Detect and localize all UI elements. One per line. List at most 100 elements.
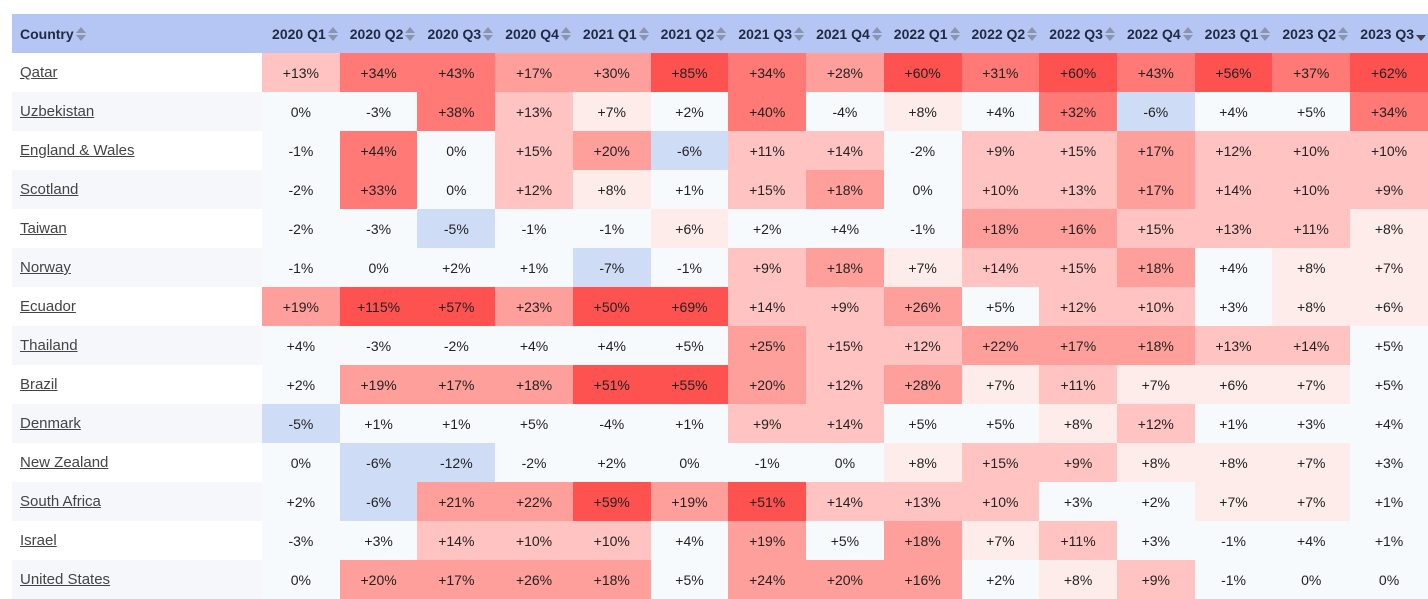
country-link[interactable]: Ecuador xyxy=(20,298,76,315)
column-header-2021-q1[interactable]: 2021 Q1 xyxy=(572,14,651,53)
value-cell: +12% xyxy=(1116,404,1195,443)
value-cell: -1% xyxy=(262,248,340,287)
value-cell: +2% xyxy=(961,560,1040,599)
value-cell: +5% xyxy=(1272,92,1351,131)
value-cell: +57% xyxy=(417,287,496,326)
value-cell: +13% xyxy=(495,92,573,131)
value-cell: +14% xyxy=(806,404,884,443)
sort-icon[interactable] xyxy=(638,27,649,42)
country-link[interactable]: Taiwan xyxy=(20,220,67,237)
value-cell: +15% xyxy=(1039,248,1117,287)
value-cell: +16% xyxy=(1039,209,1117,248)
column-header-2022-q4[interactable]: 2022 Q4 xyxy=(1116,14,1195,53)
country-link[interactable]: Thailand xyxy=(20,337,78,354)
value-cell: +3% xyxy=(339,521,418,560)
country-link[interactable]: England & Wales xyxy=(20,142,135,159)
column-header-2020-q1[interactable]: 2020 Q1 xyxy=(262,14,340,53)
value-cell: +7% xyxy=(883,248,962,287)
value-cell: -1% xyxy=(1194,521,1273,560)
value-cell: +13% xyxy=(883,482,962,521)
value-cell: +18% xyxy=(806,170,884,209)
value-cell: +11% xyxy=(1039,521,1117,560)
value-cell: +12% xyxy=(1194,131,1273,170)
value-cell: +17% xyxy=(417,560,496,599)
value-cell: +62% xyxy=(1350,53,1428,92)
value-cell: +17% xyxy=(417,365,496,404)
value-cell: +22% xyxy=(495,482,573,521)
sort-icon[interactable] xyxy=(1027,27,1038,42)
country-link[interactable]: Qatar xyxy=(20,64,58,81)
value-cell: +60% xyxy=(1039,53,1117,92)
value-cell: +19% xyxy=(262,287,340,326)
sort-icon[interactable] xyxy=(716,27,727,42)
column-header-label: 2021 Q3 xyxy=(738,26,793,43)
data-table-container: Country 2020 Q1 2020 Q2 2020 Q3 2020 Q4 2021… xyxy=(12,14,1428,599)
value-cell: +28% xyxy=(883,365,962,404)
value-cell: +33% xyxy=(339,170,418,209)
value-cell: +10% xyxy=(1272,170,1351,209)
value-cell: +18% xyxy=(806,248,884,287)
country-cell: England & Wales xyxy=(12,131,263,170)
country-cell: United States xyxy=(12,560,263,599)
value-cell: +12% xyxy=(495,170,573,209)
column-header-2022-q2[interactable]: 2022 Q2 xyxy=(961,14,1040,53)
column-header-2020-q4[interactable]: 2020 Q4 xyxy=(495,14,573,53)
column-header-2023-q1[interactable]: 2023 Q1 xyxy=(1194,14,1273,53)
sort-icon[interactable] xyxy=(1260,27,1271,42)
country-link[interactable]: Norway xyxy=(20,259,71,276)
value-cell: +10% xyxy=(572,521,651,560)
value-cell: +44% xyxy=(339,131,418,170)
sort-icon[interactable] xyxy=(405,27,416,42)
column-header-2020-q2[interactable]: 2020 Q2 xyxy=(339,14,418,53)
column-header-2022-q3[interactable]: 2022 Q3 xyxy=(1039,14,1117,53)
value-cell: +37% xyxy=(1272,53,1351,92)
sort-icon[interactable] xyxy=(1338,27,1349,42)
country-link[interactable]: Israel xyxy=(20,532,57,549)
country-link[interactable]: Denmark xyxy=(20,415,81,432)
sort-icon[interactable] xyxy=(75,27,86,42)
value-cell: +3% xyxy=(1039,482,1117,521)
column-header-country[interactable]: Country xyxy=(12,14,263,53)
country-link[interactable]: Brazil xyxy=(20,376,58,393)
value-cell: +56% xyxy=(1194,53,1273,92)
column-header-2021-q2[interactable]: 2021 Q2 xyxy=(650,14,729,53)
sort-icon[interactable] xyxy=(1104,27,1115,42)
country-link[interactable]: United States xyxy=(20,571,111,588)
value-cell: +2% xyxy=(417,248,496,287)
column-header-2023-q3[interactable]: 2023 Q3 xyxy=(1350,14,1428,53)
value-cell: +24% xyxy=(728,560,807,599)
value-cell: +7% xyxy=(572,92,651,131)
value-cell: +21% xyxy=(417,482,496,521)
column-header-2020-q3[interactable]: 2020 Q3 xyxy=(417,14,496,53)
table-row: New Zealand 0% -6% -12% -2% +2% 0% -1% 0% +8% +15%… xyxy=(12,443,1428,482)
country-cell: Qatar xyxy=(12,53,263,92)
value-cell: +5% xyxy=(1350,365,1428,404)
table-row: England & Wales -1% +44% 0% +15% +20% -6% +11% +… xyxy=(12,131,1428,170)
country-link[interactable]: Uzbekistan xyxy=(20,103,95,120)
column-header-2021-q4[interactable]: 2021 Q4 xyxy=(806,14,884,53)
country-link[interactable]: Scotland xyxy=(20,181,79,198)
column-header-2021-q3[interactable]: 2021 Q3 xyxy=(728,14,807,53)
country-link[interactable]: South Africa xyxy=(20,493,101,510)
sort-icon[interactable] xyxy=(1182,27,1193,42)
column-header-2023-q2[interactable]: 2023 Q2 xyxy=(1272,14,1351,53)
sort-icon[interactable] xyxy=(483,27,494,42)
value-cell: +17% xyxy=(1116,170,1195,209)
value-cell: +10% xyxy=(961,170,1040,209)
sort-icon[interactable] xyxy=(794,27,805,42)
value-cell: +3% xyxy=(1116,521,1195,560)
sort-icon[interactable] xyxy=(560,27,571,42)
sort-icon[interactable] xyxy=(327,27,338,42)
value-cell: +8% xyxy=(1350,209,1428,248)
sort-icon[interactable] xyxy=(949,27,960,42)
value-cell: +3% xyxy=(1350,443,1428,482)
sort-desc-icon[interactable] xyxy=(1416,27,1426,42)
table-row: Scotland -2% +33% 0% +12% +8% +1% +15% +18% 0% +10… xyxy=(12,170,1428,209)
value-cell: +14% xyxy=(806,482,884,521)
column-header-2022-q1[interactable]: 2022 Q1 xyxy=(883,14,962,53)
value-cell: 0% xyxy=(339,248,418,287)
sort-icon[interactable] xyxy=(871,27,882,42)
country-link[interactable]: New Zealand xyxy=(20,454,109,471)
value-cell: +7% xyxy=(1194,482,1273,521)
value-cell: +8% xyxy=(1272,287,1351,326)
